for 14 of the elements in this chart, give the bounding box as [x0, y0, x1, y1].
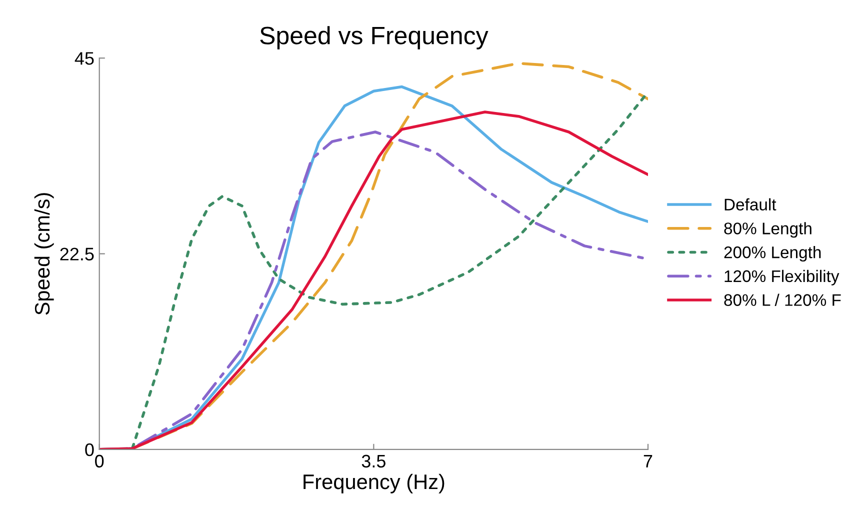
y-tick-label: 45: [74, 52, 94, 65]
legend-label: 80% Length: [724, 222, 812, 238]
x-tick-label: 3.5: [362, 454, 386, 468]
legend-label: 120% Flexibility: [724, 270, 840, 286]
y-tick-label: 22.5: [60, 248, 94, 260]
legend-label: 200% Length: [724, 246, 821, 262]
x-tick-label: 7: [644, 454, 652, 468]
y-axis-title: Speed (cm/s): [34, 193, 54, 315]
x-axis-title: Frequency (Hz): [304, 474, 444, 494]
y-tick-label: 0: [85, 443, 94, 456]
legend-label: 80% L / 120% F: [724, 294, 841, 306]
x-tick-label: 0: [95, 454, 104, 468]
legend-label: Default: [724, 198, 776, 210]
chart-title: Speed vs Frequency: [260, 26, 488, 50]
